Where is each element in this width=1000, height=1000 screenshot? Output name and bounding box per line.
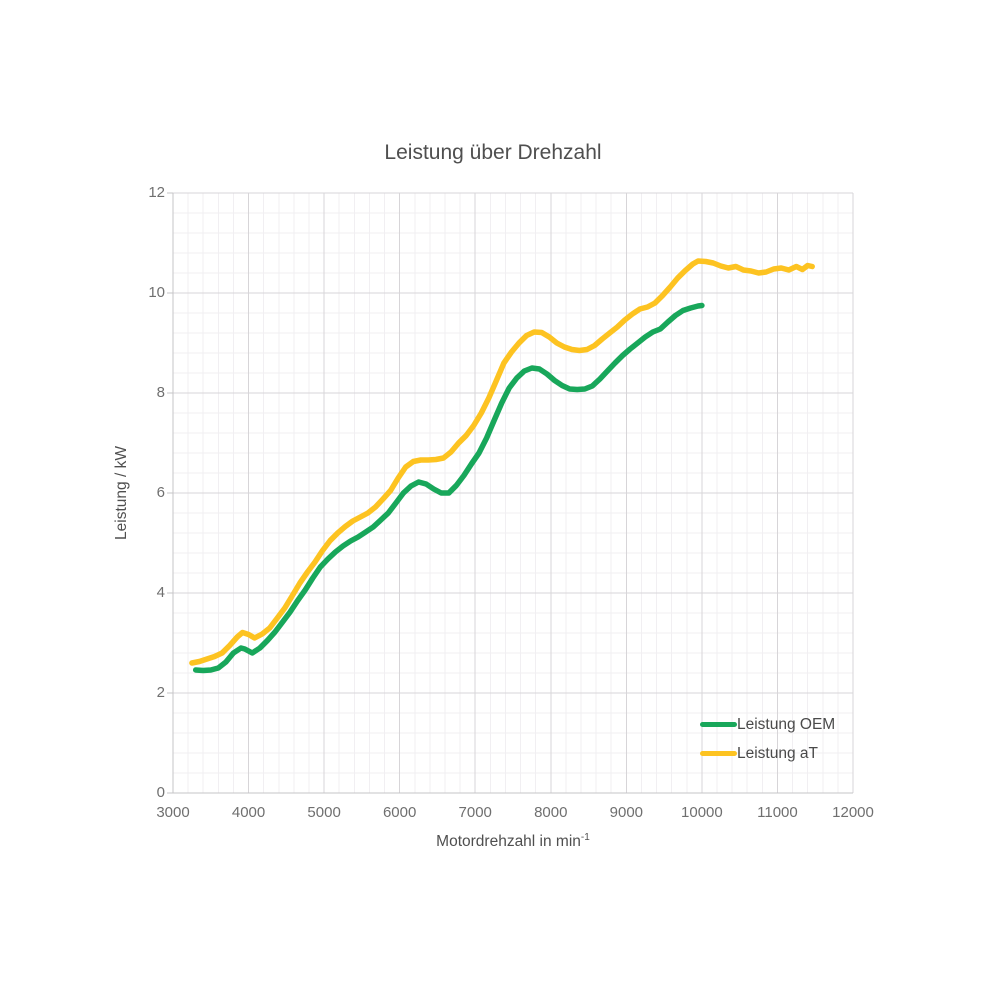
x-axis-title-superscript: -1 <box>580 832 590 843</box>
legend-line-swatch-at <box>700 751 737 756</box>
chart-title: Leistung über Drehzahl <box>384 141 602 164</box>
legend-label-oem: Leistung OEM <box>737 715 836 733</box>
x-tick-label: 8000 <box>534 804 568 821</box>
x-tick-label: 7000 <box>458 804 492 821</box>
legend-item-oem: Leistung OEM <box>700 716 835 733</box>
y-tick-label: 12 <box>148 184 165 201</box>
y-tick-label: 8 <box>156 384 165 401</box>
x-axis-title-text: Motordrehzahl in min <box>436 833 581 851</box>
x-tick-label: 12000 <box>832 804 874 821</box>
series-line-oem <box>192 302 705 674</box>
y-tick-label: 6 <box>156 484 165 501</box>
x-tick-label: 9000 <box>609 804 644 821</box>
x-tick-label: 10000 <box>681 804 723 821</box>
y-tick-label: 10 <box>148 284 165 301</box>
legend-line-swatch-oem <box>700 722 737 727</box>
legend: Leistung OEM Leistung aT <box>700 716 835 774</box>
x-tick-label: 11000 <box>757 804 798 821</box>
gridlines-major <box>172 192 854 794</box>
axis-border <box>167 192 853 794</box>
y-tick-label: 0 <box>156 784 165 801</box>
series-line-at <box>189 258 815 666</box>
legend-label-at: Leistung aT <box>737 744 818 762</box>
legend-item-at: Leistung aT <box>700 745 835 762</box>
y-tick-label: 4 <box>156 584 165 601</box>
x-tick-label: 3000 <box>156 804 190 821</box>
x-tick-label: 6000 <box>382 804 417 821</box>
x-axis-title: Motordrehzahl in min-1 <box>173 832 853 851</box>
y-tick-label: 2 <box>156 684 165 701</box>
x-tick-label: 4000 <box>231 804 266 821</box>
x-tick-label: 5000 <box>307 804 341 821</box>
